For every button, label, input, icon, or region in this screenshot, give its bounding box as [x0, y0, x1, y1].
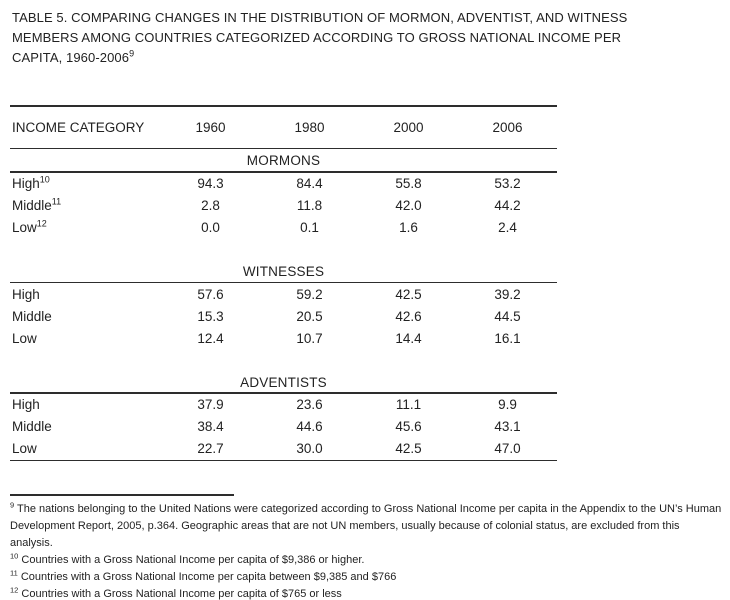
footnote-12: 12 Countries with a Gross National Incom…	[10, 584, 342, 600]
cell-value: 42.5	[395, 286, 422, 302]
footnote-9: 9 The nations belonging to the United Na…	[10, 499, 722, 549]
cell-value: 0.0	[201, 220, 220, 235]
cell-value: 23.6	[296, 397, 323, 412]
footnote-11: 11 Countries with a Gross National Incom…	[10, 567, 397, 583]
cell-value: 20.5	[296, 308, 323, 324]
table-rule	[10, 171, 557, 173]
cell-value: 57.6	[197, 286, 224, 302]
row-label: High10	[12, 174, 50, 191]
footnote-marker: 11	[51, 196, 62, 207]
table-row: Low 12.4 10.7 14.4 16.1	[10, 327, 557, 349]
table-row: Low12 0.0 0.1 1.6 2.4	[10, 217, 557, 239]
table-row: Middle 38.4 44.6 45.6 43.1	[10, 416, 557, 438]
cell-value: 39.2	[494, 286, 521, 302]
row-label: Middle11	[12, 196, 62, 213]
row-label: Low	[12, 441, 37, 456]
footnote-marker: 9	[10, 499, 15, 509]
cell-value: 44.5	[494, 308, 521, 324]
table-rule	[10, 392, 557, 394]
cell-value: 10.7	[296, 330, 323, 346]
cell-value: 42.0	[395, 198, 422, 213]
table-rule	[10, 281, 557, 283]
table-header-row: INCOME CATEGORY 1960 1980 2000 2006	[10, 107, 557, 148]
cell-value: 59.2	[296, 286, 323, 302]
footnote-marker: 10	[39, 174, 50, 185]
cell-value: 1.6	[399, 220, 418, 235]
cell-value: 2.8	[201, 198, 220, 213]
cell-value: 12.4	[197, 330, 224, 346]
cell-value: 16.1	[494, 330, 521, 346]
year-header-1980: 1980	[294, 119, 325, 135]
footnote-marker: 11	[10, 567, 18, 577]
cell-value: 94.3	[197, 176, 224, 191]
cell-value: 2.4	[498, 220, 517, 235]
cell-value: 14.4	[395, 330, 422, 346]
table-row: High 57.6 59.2 42.5 39.2	[10, 283, 557, 305]
cell-value: 38.4	[197, 419, 224, 434]
cell-value: 42.5	[395, 441, 422, 456]
cell-value: 44.6	[296, 419, 323, 434]
title-footnote-marker: 9	[129, 48, 135, 59]
table-row: High10 94.3 84.4 55.8 53.2	[10, 173, 557, 195]
section-header-mormons: MORMONS	[246, 152, 321, 168]
row-label: Low12	[12, 218, 47, 235]
cell-value: 47.0	[494, 441, 521, 456]
year-header-2006: 2006	[492, 119, 523, 135]
table-title-line-1: TABLE 5. COMPARING CHANGES IN THE DISTRI…	[12, 10, 628, 25]
cell-value: 43.1	[494, 419, 521, 434]
table-rule-top	[10, 105, 557, 107]
table-row: Middle11 2.8 11.8 42.0 44.2	[10, 195, 557, 217]
cell-value: 84.4	[296, 176, 323, 191]
row-label: Middle	[12, 419, 52, 434]
table-row: Low 22.7 30.0 42.5 47.0	[10, 438, 557, 460]
cell-value: 37.9	[197, 397, 224, 412]
section-header-witnesses: WITNESSES	[242, 264, 325, 279]
cell-value: 9.9	[498, 397, 517, 412]
cell-value: 11.1	[395, 397, 422, 412]
row-label: High	[12, 397, 40, 412]
table-rule-bottom	[10, 459, 557, 461]
cell-value: 11.8	[296, 198, 323, 213]
income-category-header: INCOME CATEGORY	[12, 119, 145, 135]
cell-value: 22.7	[197, 441, 224, 456]
data-table: INCOME CATEGORY 1960 1980 2000 2006 MORM…	[10, 105, 557, 461]
footnote-marker: 12	[10, 584, 19, 594]
cell-value: 45.6	[395, 419, 422, 434]
cell-value: 55.8	[395, 176, 422, 191]
footnote-marker: 12	[36, 218, 47, 229]
table-title-line-3: CAPITA, 1960-20069	[12, 48, 135, 65]
footnote-10: 10 Countries with a Gross National Incom…	[10, 550, 365, 566]
row-label: Low	[12, 330, 37, 346]
row-label: High	[12, 286, 40, 302]
footnote-marker: 10	[10, 550, 19, 560]
table-title-line-2: MEMBERS AMONG COUNTRIES CATEGORIZED ACCO…	[12, 30, 622, 45]
cell-value: 0.1	[300, 220, 319, 235]
section-header-adventists: ADVENTISTS	[240, 374, 327, 390]
year-header-2000: 2000	[393, 119, 424, 135]
cell-value: 44.2	[494, 198, 521, 213]
cell-value: 53.2	[494, 176, 521, 191]
cell-value: 30.0	[296, 441, 323, 456]
cell-value: 42.6	[395, 308, 422, 324]
table-row: High 37.9 23.6 11.1 9.9	[10, 394, 557, 416]
table-row: Middle 15.3 20.5 42.6 44.5	[10, 305, 557, 327]
cell-value: 15.3	[197, 308, 224, 324]
table-title: TABLE 5. COMPARING CHANGES IN THE DISTRI…	[0, 0, 730, 68]
table-rule	[10, 147, 557, 149]
footnotes: 9 The nations belonging to the United Na…	[10, 501, 722, 600]
year-header-1960: 1960	[195, 119, 226, 135]
row-label: Middle	[12, 308, 52, 324]
footnote-separator	[10, 494, 234, 496]
